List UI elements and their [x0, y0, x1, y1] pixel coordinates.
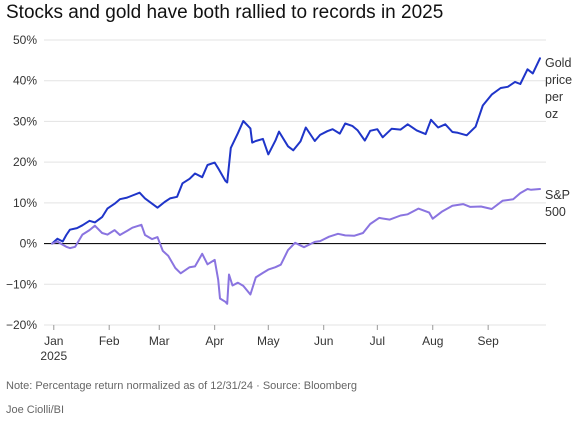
x-tick-label: Apr: [205, 334, 224, 348]
series-label: Gold: [545, 56, 571, 70]
author-credit: Joe Ciolli/BI: [6, 404, 65, 416]
y-tick-label: −20%: [6, 318, 37, 332]
x-tick-label: Aug: [422, 334, 443, 348]
series-line-sp500: [51, 188, 541, 305]
series-label: 500: [545, 205, 566, 219]
series-label: S&P: [545, 188, 570, 202]
x-tick-label: May: [257, 334, 280, 348]
y-tick-label: 30%: [13, 114, 37, 128]
x-tick-label: Feb: [99, 334, 120, 348]
y-tick-label: 10%: [13, 196, 37, 210]
x-tick-label: Jun: [314, 334, 333, 348]
series-label: oz: [545, 107, 558, 121]
x-tick-label: Sep: [477, 334, 499, 348]
y-tick-label: 50%: [13, 33, 37, 47]
y-tick-label: −10%: [6, 277, 37, 291]
x-tick-year-label: 2025: [40, 349, 67, 363]
x-tick-label: Mar: [149, 334, 170, 348]
y-axis: 50% 40% 30% 20% 10% 0% −10% −20%: [6, 33, 37, 332]
x-tick-label: Jan: [44, 334, 63, 348]
y-tick-label: 20%: [13, 155, 37, 169]
series-lines: [51, 57, 541, 305]
x-tick-label: Jul: [370, 334, 385, 348]
series-label: price: [545, 73, 572, 87]
series-label: per: [545, 90, 563, 104]
series-labels: Gold price per oz S&P 500: [545, 56, 572, 219]
series-line-gold: [51, 57, 541, 245]
y-tick-label: 0%: [20, 237, 38, 251]
y-tick-label: 40%: [13, 74, 37, 88]
source-note: Note: Percentage return normalized as of…: [6, 380, 357, 392]
chart-title: Stocks and gold have both rallied to rec…: [6, 2, 444, 23]
grid-lines: [44, 39, 546, 326]
